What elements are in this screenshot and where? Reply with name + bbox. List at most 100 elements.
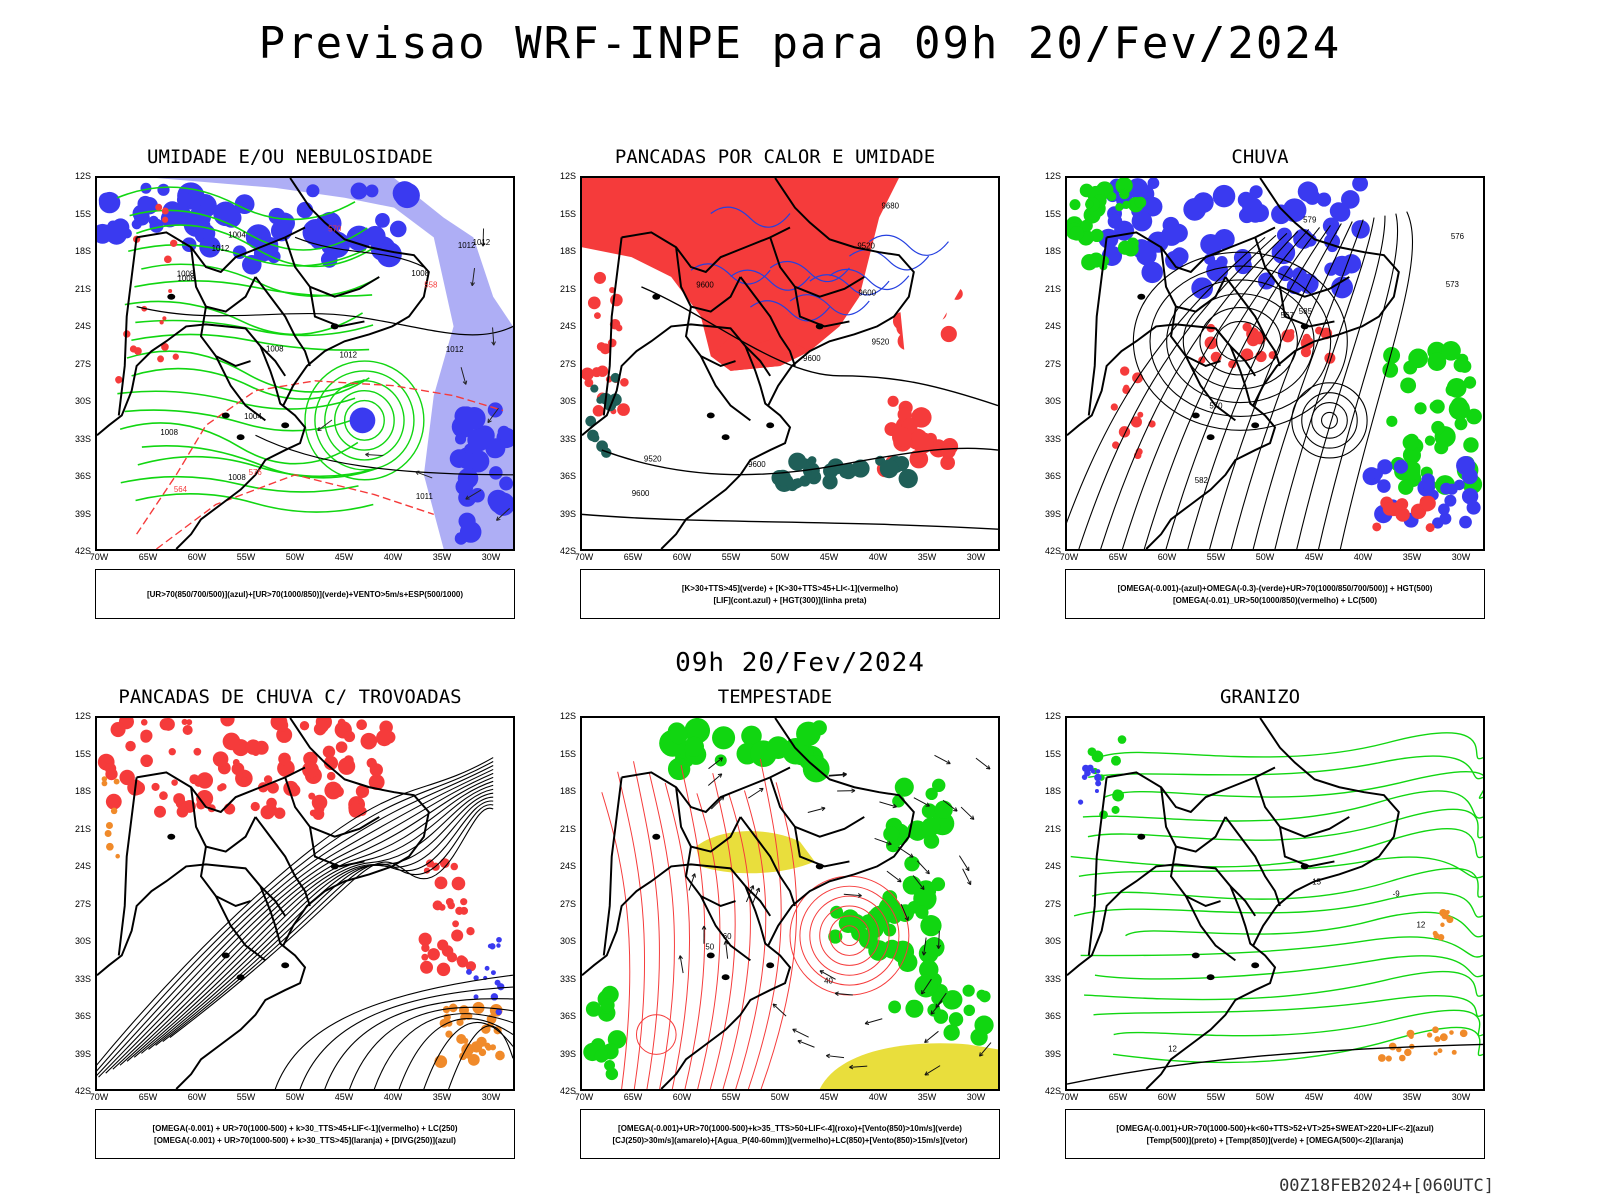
omega-blue-patch <box>1466 500 1481 515</box>
streamline-250 <box>162 804 494 1042</box>
temp500-contour <box>1067 1043 1483 1085</box>
forecast-map: -9 15 12 12 <box>1065 716 1485 1091</box>
omega-red-patch <box>1119 366 1130 376</box>
omega-blue-patch <box>1212 184 1236 208</box>
contour-label: 1012 <box>473 238 491 247</box>
wind-vector <box>874 837 892 846</box>
latitude-tick: 12S <box>1044 711 1061 721</box>
latitude-tick: 36S <box>559 1011 576 1021</box>
k-index-green-patch <box>807 456 817 465</box>
wind850-green-patch <box>962 984 975 997</box>
thunder-red-patch <box>455 906 464 916</box>
thunder-red-patch <box>427 948 440 961</box>
humidity-mid-patch <box>98 192 115 208</box>
longitude-tick: 60W <box>1157 552 1177 562</box>
longitude-tick: 55W <box>236 1092 256 1102</box>
thunder-red-patch <box>105 767 118 781</box>
longitude-tick: 65W <box>138 1092 158 1102</box>
hgt500-contour <box>1209 223 1342 549</box>
longitude-tick: 55W <box>721 1092 741 1102</box>
omega-blue-patch <box>1200 233 1222 255</box>
country-border <box>1254 237 1350 298</box>
precipitable-water-contour <box>722 792 751 1089</box>
latitude-axis: 12S 15S 18S 21S 24S 27S 30S 33S 36S 39S 42S <box>540 711 580 1096</box>
country-border <box>1254 777 1350 838</box>
omega-red-patch <box>1425 523 1435 533</box>
omega-red-patch <box>1118 426 1131 438</box>
k-index-green-patch <box>879 459 899 479</box>
latitude-axis: 12S 15S 18S 21S 24S 27S 30S 33S 36S 39S 42S <box>1025 171 1065 556</box>
latitude-tick: 18S <box>559 246 576 256</box>
country-border <box>214 895 266 962</box>
longitude-tick: 35W <box>917 552 937 562</box>
longitude-tick: 40W <box>1353 552 1373 562</box>
hgt300-contour <box>641 286 998 407</box>
longitude-tick: 65W <box>623 1092 643 1102</box>
omega-green-patch <box>1398 479 1414 495</box>
contour-label: 1012 <box>212 244 230 253</box>
thunder-red-patch <box>220 718 235 727</box>
country-border <box>254 276 311 367</box>
lif-contour <box>849 249 930 271</box>
thunder-red-patch <box>110 722 126 738</box>
omega-green-patch <box>1427 352 1447 371</box>
omega-red-patch <box>1382 502 1397 516</box>
thunder-red-patch <box>356 719 367 731</box>
wind850-green-patch <box>897 952 918 973</box>
contour-label: 1004 <box>228 230 246 239</box>
k-index-green-patch <box>585 415 597 427</box>
omega-red-patch <box>1122 386 1131 395</box>
omega-green-patch <box>1458 359 1472 373</box>
omega500-orange-patch <box>1437 934 1445 941</box>
divergence-blue-patch <box>496 936 502 943</box>
contour-labels: 1012101210081011100810081012100810041012… <box>160 225 490 501</box>
country-border <box>1106 226 1276 274</box>
contour-label: 1012 <box>339 350 357 359</box>
country-border <box>739 816 796 907</box>
streamline-250 <box>349 1006 513 1089</box>
instability-layer <box>582 178 998 530</box>
thunder-red-patch <box>326 771 336 781</box>
instability-red-patch <box>897 407 912 422</box>
latitude-tick: 42S <box>74 1086 91 1096</box>
humidity-mid-patch <box>105 223 128 245</box>
streamline-250 <box>112 776 494 1070</box>
omega-green-patch <box>1069 199 1081 211</box>
wind-vector <box>924 1065 941 1076</box>
omega-blue-patch <box>1446 483 1458 495</box>
wind850-green-patch <box>741 725 762 747</box>
contour-labels: -9 15 12 12 <box>1168 878 1425 1054</box>
humidity-mid-patch <box>268 207 286 225</box>
coastline-east <box>282 718 430 946</box>
omega-blue-patch <box>1095 780 1102 787</box>
lc850-contour <box>809 895 890 976</box>
latitude-tick: 21S <box>74 283 91 294</box>
latitude-tick: 30S <box>1044 396 1061 406</box>
omega-blue-patch <box>1377 479 1391 493</box>
humidity-mid-patch <box>489 466 503 480</box>
wind850-green-patch <box>978 990 991 1003</box>
longitude-tick: 45W <box>1304 552 1324 562</box>
latitude-axis: 12S 15S 18S 21S 24S 27S 30S 33S 36S 39S 42S <box>55 171 95 556</box>
thunder-red-patch <box>343 730 356 743</box>
latitude-tick: 27S <box>1044 358 1061 369</box>
thickness-label-patch <box>161 343 169 351</box>
wind850-green-patch <box>948 1012 964 1027</box>
thunder-red-patch <box>250 801 260 812</box>
hgt500-contour <box>1230 221 1353 549</box>
thunder-red-patch <box>278 752 291 766</box>
panel-title: TEMPESTADE <box>717 686 833 708</box>
contour-label: 576 <box>1451 232 1465 241</box>
longitude-tick: 45W <box>819 552 839 562</box>
coastline <box>582 863 792 1089</box>
wind850-green-patch <box>714 754 727 767</box>
thunder-red-patch <box>176 805 189 818</box>
contour-label: 9520 <box>644 455 662 464</box>
temp850-contour-patch <box>1117 735 1127 744</box>
country-border <box>1224 276 1281 367</box>
contour-labels: 9680 9600 9600 9520 9600 9520 9600 9600 9520 <box>632 202 900 498</box>
omega-red-patch <box>1420 495 1436 511</box>
temp850-contour <box>1091 867 1483 900</box>
instability-red-patch <box>940 443 956 459</box>
thickness-label-patch <box>115 378 121 384</box>
